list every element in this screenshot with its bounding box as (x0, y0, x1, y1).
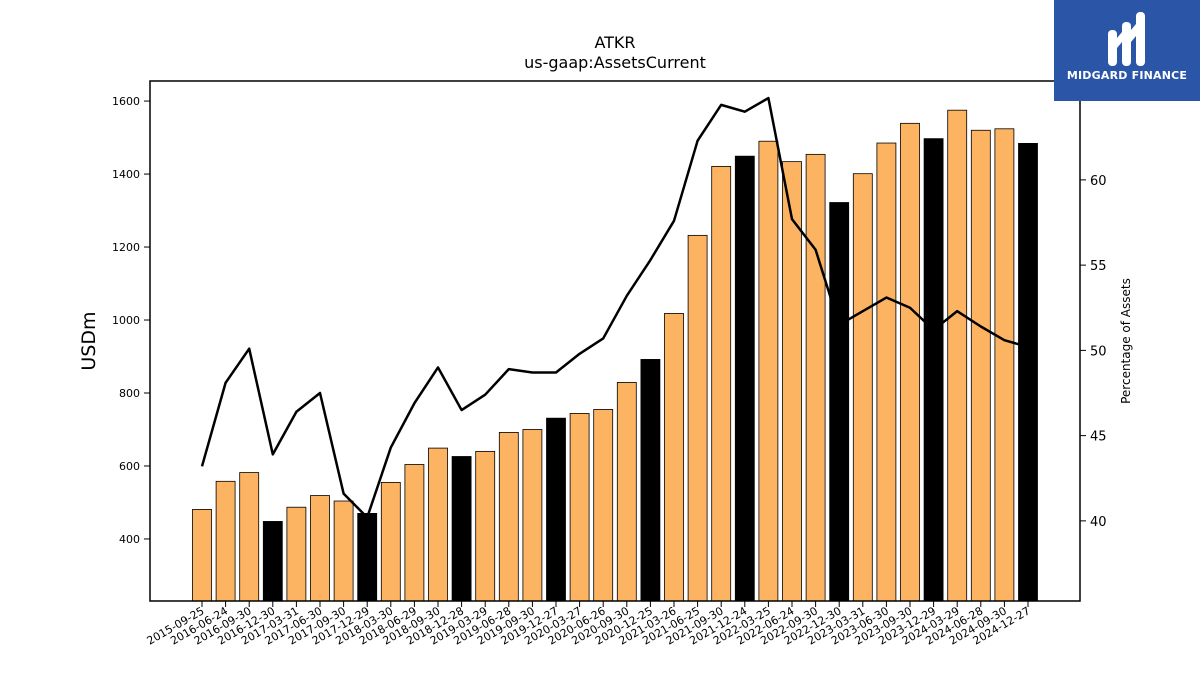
bar (664, 313, 684, 602)
bar (711, 165, 732, 602)
bar (522, 429, 543, 602)
bar (900, 122, 920, 602)
bars-layer (192, 109, 1038, 602)
y2-tick-label: 60 (1090, 174, 1107, 189)
bar (994, 128, 1015, 602)
bar (404, 464, 425, 602)
y-tick-label: 1600 (112, 95, 140, 108)
bar (923, 138, 944, 602)
bar (805, 153, 826, 602)
bar (829, 202, 850, 602)
bar (192, 509, 212, 602)
y2-tick-label: 50 (1090, 344, 1107, 359)
bar (876, 142, 897, 602)
y-axis-label: USDm (78, 311, 100, 370)
y2-axis-label: Percentage of Assets (1119, 278, 1133, 404)
bar (357, 513, 378, 602)
bar (569, 413, 590, 602)
logo-text: MIDGARD FINANCE (1066, 69, 1188, 82)
bar (687, 234, 708, 602)
chart-title: ATKR (594, 33, 635, 52)
y-tick-label: 1400 (112, 168, 140, 181)
bar (546, 417, 566, 602)
bar (380, 482, 401, 602)
bar (239, 472, 260, 602)
line-layer (200, 96, 1029, 519)
bar (640, 359, 661, 602)
bar (498, 432, 519, 602)
bar (734, 155, 755, 602)
logo-mark-icon (1108, 12, 1145, 66)
line-series (200, 96, 1029, 519)
bar (852, 173, 873, 602)
bar (310, 495, 330, 602)
bar (428, 447, 448, 602)
y-tick-label: 400 (119, 533, 140, 546)
plot-frame (149, 80, 1081, 602)
bar (593, 409, 614, 602)
y2-tick-label: 55 (1090, 259, 1107, 274)
bar (286, 506, 307, 602)
bar (947, 109, 968, 602)
y-tick-label: 1200 (112, 241, 140, 254)
brand-logo: MIDGARD FINANCE (1054, 0, 1200, 101)
bar (1018, 142, 1038, 602)
bar (616, 382, 637, 602)
bar (451, 456, 472, 602)
bar (758, 140, 779, 602)
bar (333, 500, 354, 602)
y-tick-label: 600 (119, 460, 140, 473)
axes-layer: 400600800100012001400160040455055602015-… (112, 95, 1107, 647)
y-tick-label: 1000 (112, 314, 140, 327)
chart-subtitle: us-gaap:AssetsCurrent (524, 53, 706, 72)
y2-tick-label: 45 (1090, 430, 1107, 445)
y2-tick-label: 40 (1090, 515, 1107, 530)
bar (262, 521, 283, 602)
y-tick-label: 800 (119, 387, 140, 400)
bar (215, 480, 236, 602)
bar (970, 129, 991, 602)
bar (475, 450, 496, 602)
